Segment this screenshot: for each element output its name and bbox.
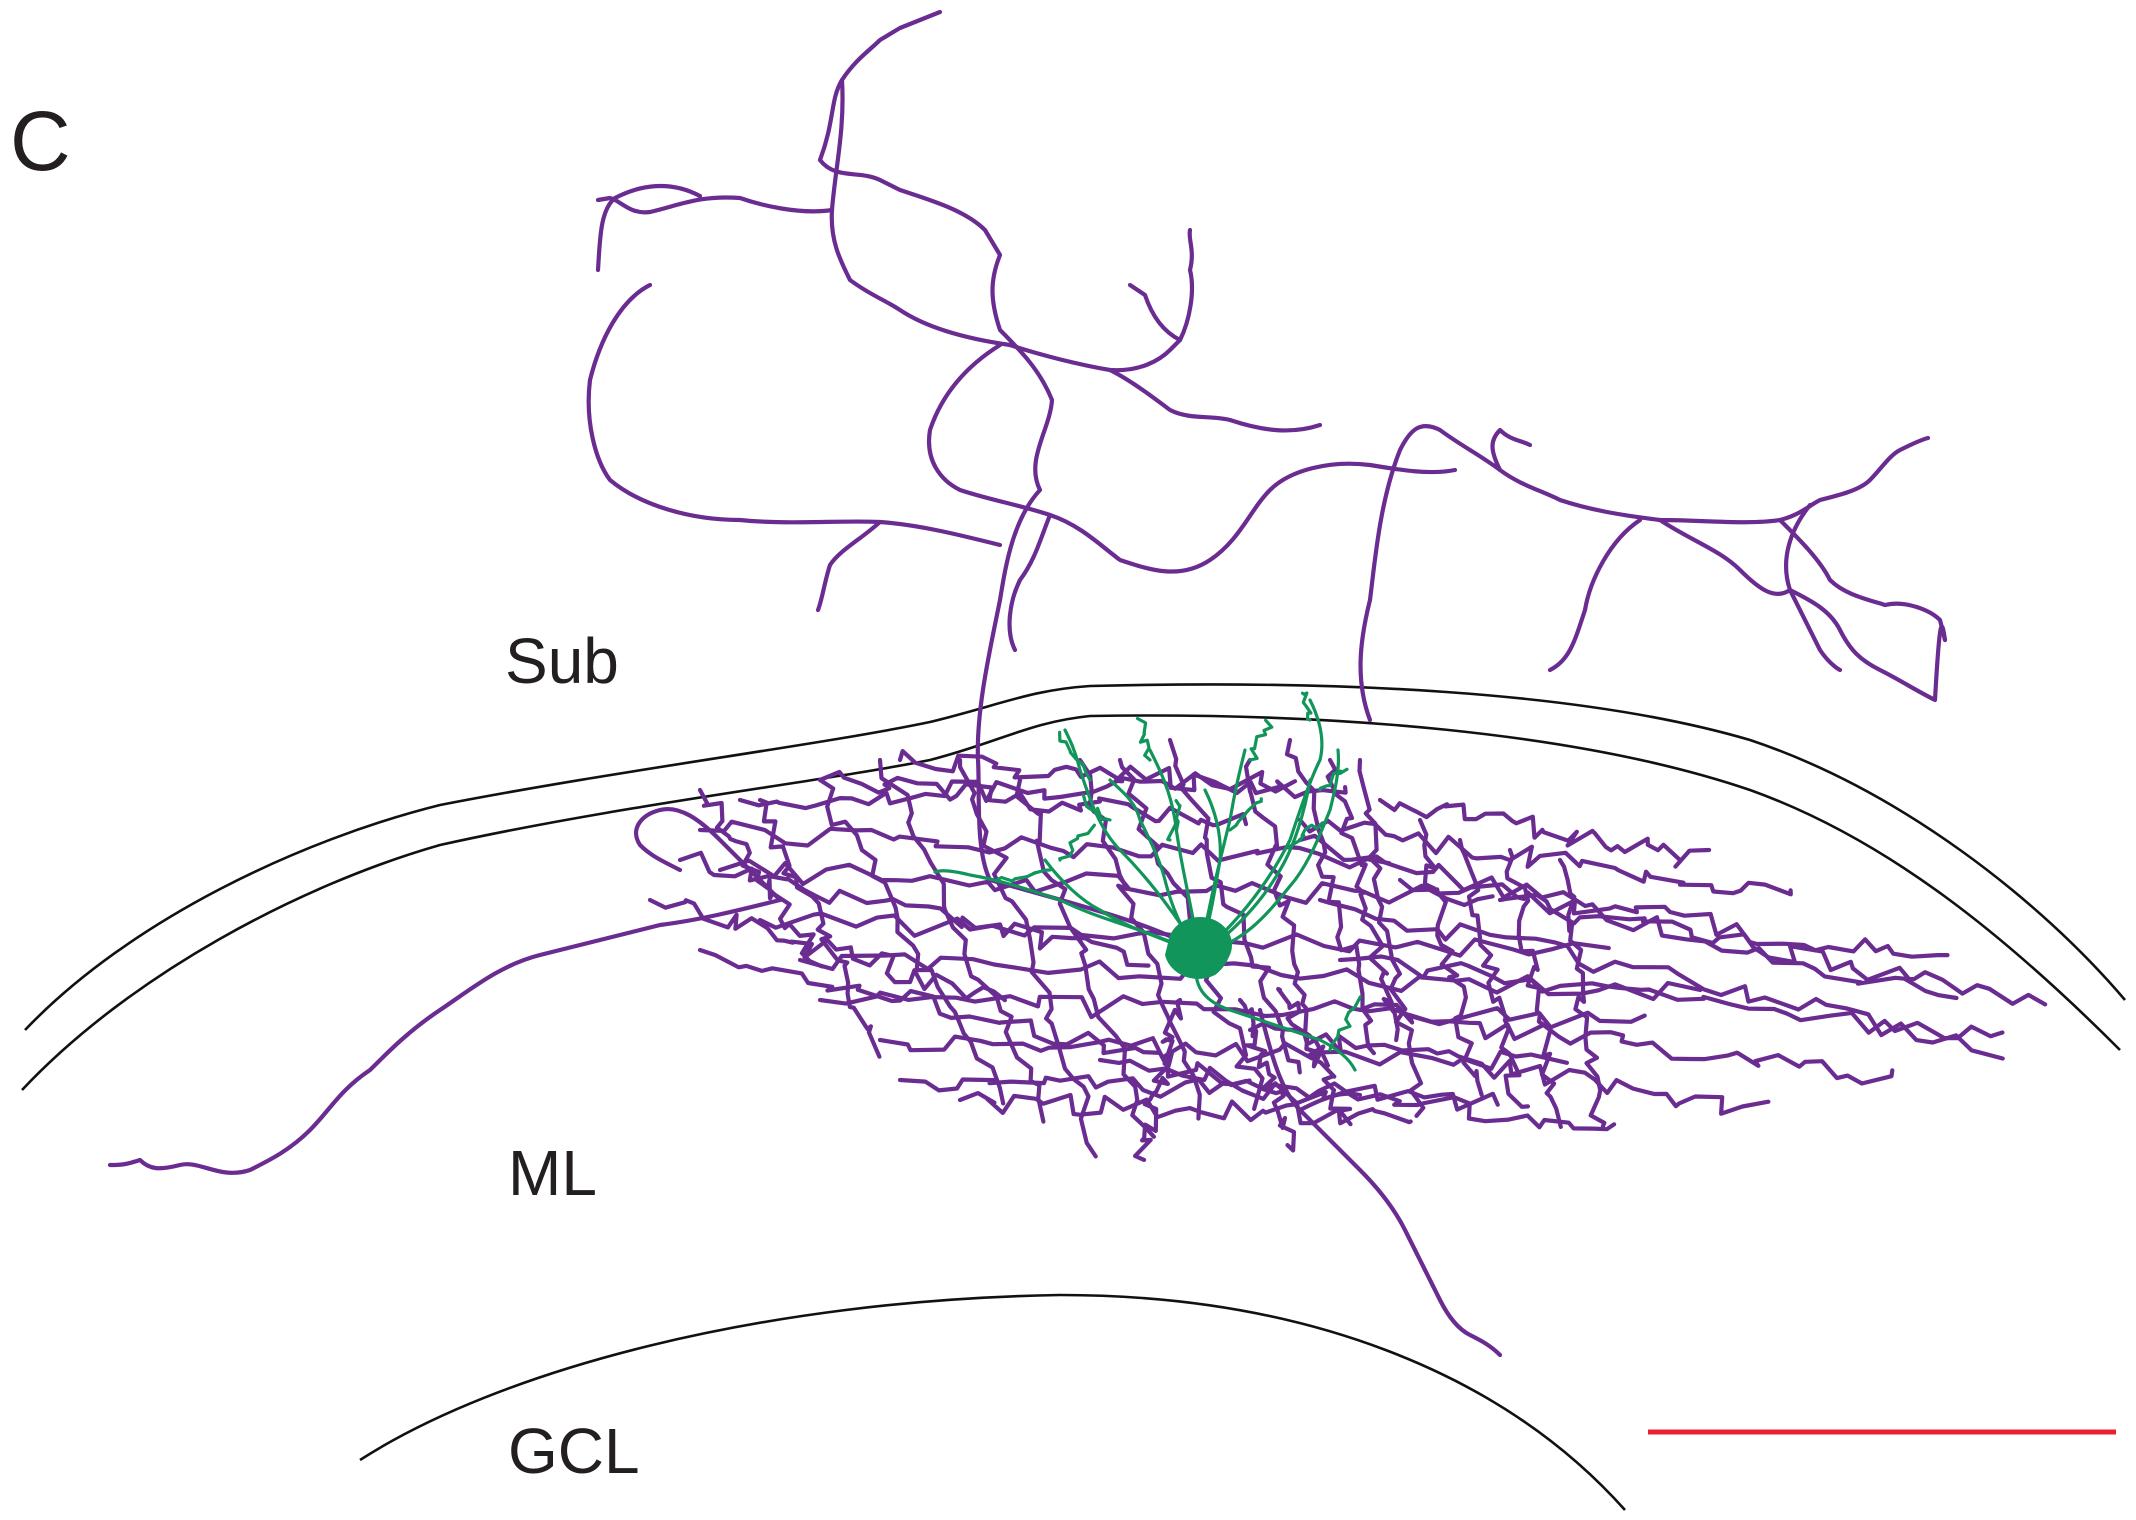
axon-branch (737, 769, 1298, 811)
dendrite (1166, 799, 1182, 842)
dendrite (1081, 793, 1112, 822)
soma-outline (1165, 919, 1231, 979)
axon-branch (1504, 847, 1563, 1129)
dendrite (1328, 995, 1362, 1052)
axon-branch (1657, 517, 1948, 703)
gcl-boundary (359, 1293, 1626, 1511)
dendrite (1108, 778, 1202, 957)
dendrite (1194, 953, 1357, 1072)
axon-branch (1014, 777, 1156, 1139)
axon-branch (1237, 997, 1297, 1153)
axon-branch (926, 342, 1458, 574)
axon-branch (1357, 757, 1426, 1118)
dendrite (1198, 748, 1247, 957)
dendrite (996, 868, 1052, 883)
dendrite (1248, 718, 1274, 762)
axon-branch (1297, 833, 1959, 1001)
layer-label-sub: Sub (505, 625, 619, 697)
axon-branch (1547, 517, 1643, 673)
dendrite (1198, 698, 1324, 957)
axon-branch (1784, 502, 1843, 673)
axon-branch (1337, 954, 2005, 1041)
axon-branch (1457, 837, 1531, 1109)
axon-branch (957, 757, 1098, 1159)
axon-branch (595, 183, 703, 273)
dendrite (1198, 748, 1341, 957)
axon-branch (1133, 997, 1184, 1162)
axon-branch (817, 9, 1203, 958)
axon-branch (647, 897, 1007, 1003)
dendrite (1058, 823, 1096, 862)
axon-branch (1167, 737, 1302, 1075)
axon-branch (697, 819, 1392, 870)
axon-branch (1127, 282, 1183, 343)
axon-branch (1325, 757, 1400, 1043)
axon-branch (1417, 817, 1484, 1098)
axon-branch (586, 282, 1003, 548)
axon-branch (815, 519, 883, 613)
axon-branch (757, 797, 882, 1059)
axon-branch (1397, 877, 1950, 959)
axon-branch (1243, 757, 1330, 1068)
dendrite (1063, 728, 1202, 957)
axon-branch (1777, 517, 1948, 643)
dendrite (1058, 730, 1092, 782)
soma (1165, 917, 1232, 979)
axon-arbor (107, 9, 1948, 1358)
axon-branch (1007, 512, 1053, 653)
sub-ml-boundary-lower (21, 714, 2121, 1091)
axon-branch (829, 77, 1013, 348)
axon-branch (1097, 1057, 1617, 1132)
layer-boundaries (21, 683, 2126, 1511)
axon-branch (1007, 227, 1195, 373)
dendrite (1135, 716, 1152, 762)
axon-plexus (647, 737, 2048, 1162)
axon-branch (877, 757, 1046, 1124)
axon-branch (1497, 892, 2048, 1007)
axon-branch (1557, 857, 1607, 1129)
axon-branch (1490, 427, 1533, 473)
axon-branch (697, 787, 825, 969)
dendrite (1287, 821, 1324, 852)
dendrite (1228, 797, 1263, 832)
axon-branch (1357, 1002, 1895, 1086)
axon-branch (1377, 797, 1712, 869)
axon-branch (1276, 986, 1353, 1127)
axon-branch (107, 897, 783, 1175)
axon-branch (897, 749, 1348, 800)
axon-branch (1297, 817, 1793, 897)
axon-branch (817, 990, 1647, 1030)
axon-branch (677, 850, 1151, 968)
axon-branch (1358, 424, 1931, 723)
layer-label-gcl: GCL (508, 1415, 640, 1487)
sub-ml-boundary-upper (24, 683, 2126, 1031)
axon-branch (877, 1034, 1569, 1071)
layer-label-ml: ML (508, 1137, 597, 1209)
axon-branch (697, 947, 1252, 1088)
dendrite (1300, 691, 1313, 722)
axon-branch (817, 777, 1006, 1106)
dendrite (1318, 767, 1349, 792)
panel-label: C (10, 94, 71, 188)
axon-branch (957, 1091, 1413, 1126)
axon-branch (634, 806, 783, 903)
axon-branch (1107, 367, 1323, 433)
axon-branch (595, 195, 835, 215)
